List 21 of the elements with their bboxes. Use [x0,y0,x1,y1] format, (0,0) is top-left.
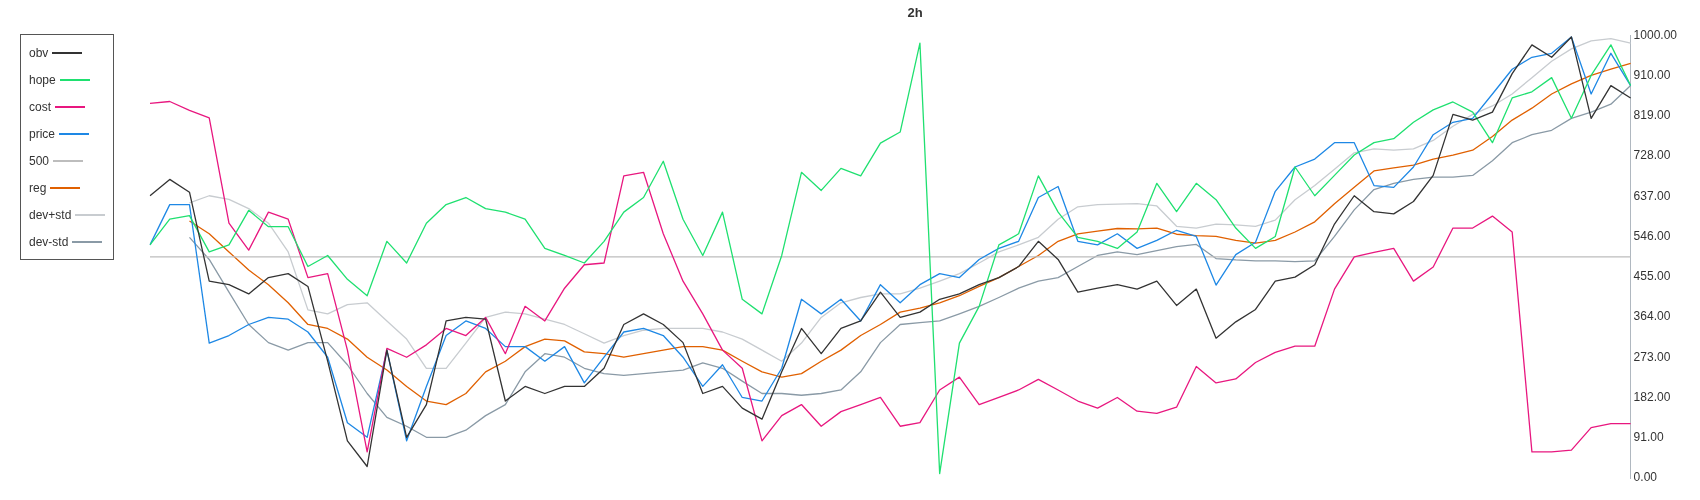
legend-label: cost [29,99,52,114]
y-tick-label: 455.00 [1633,269,1671,284]
legend-label: obv [29,45,49,60]
y-tick-label: 728.00 [1633,148,1671,163]
y-tick-label: 91.00 [1633,430,1664,445]
y-tick-label: 273.00 [1633,349,1671,364]
y-tick-label: 546.00 [1633,228,1671,243]
y-tick-label: 0.00 [1633,470,1658,485]
legend-label: dev+std [29,207,72,222]
legend-label: hope [29,72,56,87]
legend-label: reg [29,180,47,195]
y-tick-label: 1000.00 [1633,27,1678,42]
chart-title: 2h [907,5,923,21]
y-tick-label: 182.00 [1633,389,1671,404]
y-tick-label: 364.00 [1633,309,1671,324]
legend-label: price [29,126,56,141]
y-tick-label: 637.00 [1633,188,1671,203]
y-tick-label: 819.00 [1633,107,1671,122]
legend-label: dev-std [29,234,69,249]
y-tick-label: 910.00 [1633,67,1671,82]
legend-label: 500 [29,153,50,168]
